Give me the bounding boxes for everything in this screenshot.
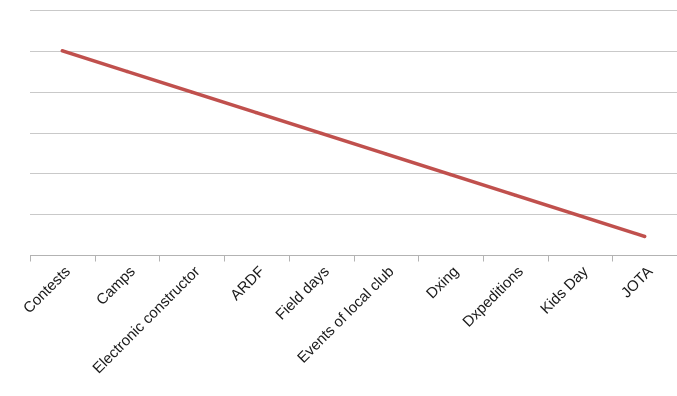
x-tick-label: Kids Day xyxy=(537,263,592,318)
x-tick-label: Dxpeditions xyxy=(459,263,526,330)
data-point xyxy=(384,152,388,156)
data-point xyxy=(190,90,194,94)
x-tick-label: Electronic constructor xyxy=(89,263,203,377)
series-group xyxy=(60,49,647,239)
data-point xyxy=(319,131,323,135)
data-point xyxy=(254,111,259,115)
x-tick-label: Field days xyxy=(272,263,332,323)
gridlines xyxy=(30,10,677,215)
series-line xyxy=(60,49,647,239)
data-point xyxy=(60,49,65,53)
data-point xyxy=(513,193,517,197)
data-point xyxy=(578,214,582,218)
x-axis xyxy=(30,255,677,262)
data-point xyxy=(448,172,453,177)
data-point xyxy=(125,69,129,74)
x-tick-label: Contests xyxy=(20,263,74,317)
data-point xyxy=(642,234,647,239)
x-tick-label: Dxing xyxy=(423,263,462,302)
x-tick-label: Camps xyxy=(93,263,139,309)
x-tick-label: JOTA xyxy=(618,263,656,301)
x-tick-label: ARDF xyxy=(227,263,268,304)
